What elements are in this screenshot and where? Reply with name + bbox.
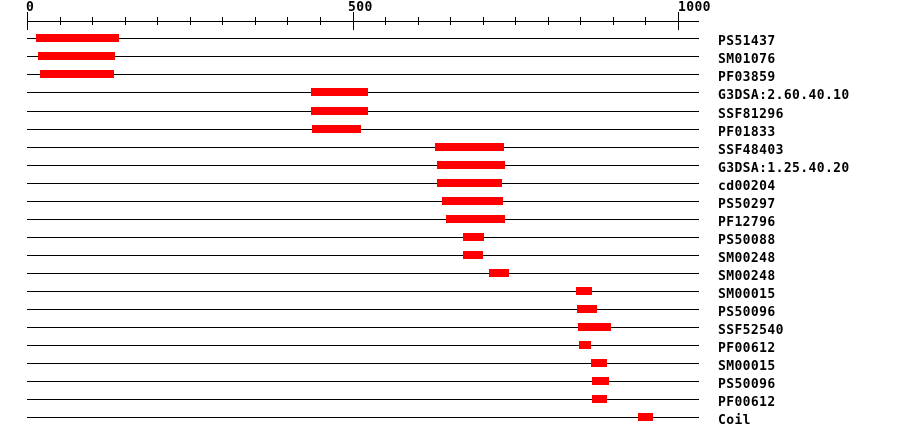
feature-label[interactable]: PF01833 <box>718 125 776 140</box>
feature-label[interactable]: PF12796 <box>718 215 776 230</box>
feature-label[interactable]: SSF52540 <box>718 323 784 338</box>
axis-major-tick <box>678 12 679 30</box>
axis-tick-label: 500 <box>348 0 373 15</box>
feature-label[interactable]: SM00015 <box>718 359 776 374</box>
feature-label[interactable]: SSF48403 <box>718 143 784 158</box>
feature-bar[interactable] <box>592 395 607 403</box>
feature-bar[interactable] <box>578 323 611 331</box>
feature-bar[interactable] <box>36 34 119 42</box>
feature-label[interactable]: PF00612 <box>718 341 776 356</box>
sequence-line <box>27 273 699 274</box>
sequence-line <box>27 201 699 202</box>
feature-label[interactable]: PF03859 <box>718 70 776 85</box>
sequence-line <box>27 38 699 39</box>
feature-label[interactable]: PS50088 <box>718 233 776 248</box>
axis-minor-tick <box>255 17 256 25</box>
sequence-line <box>27 417 699 418</box>
axis-minor-tick <box>515 17 516 25</box>
feature-bar[interactable] <box>312 125 361 133</box>
feature-bar[interactable] <box>442 197 503 205</box>
feature-label[interactable]: PS51437 <box>718 34 776 49</box>
feature-label[interactable]: G3DSA:1.25.40.20 <box>718 161 850 176</box>
axis-minor-tick <box>483 17 484 25</box>
feature-label[interactable]: PS50096 <box>718 305 776 320</box>
feature-label[interactable]: PF00612 <box>718 395 776 410</box>
sequence-line <box>27 291 699 292</box>
sequence-line <box>27 147 699 148</box>
sequence-line <box>27 255 699 256</box>
axis-minor-tick <box>450 17 451 25</box>
axis-tick-label: 1000 <box>678 0 711 15</box>
axis-minor-tick <box>645 17 646 25</box>
sequence-line <box>27 399 699 400</box>
feature-bar[interactable] <box>463 251 483 259</box>
axis-minor-tick <box>418 17 419 25</box>
axis-minor-tick <box>190 17 191 25</box>
sequence-line <box>27 237 699 238</box>
feature-bar[interactable] <box>40 70 114 78</box>
feature-bar[interactable] <box>437 179 502 187</box>
sequence-line <box>27 56 699 57</box>
axis-minor-tick <box>157 17 158 25</box>
sequence-line <box>27 165 699 166</box>
axis-minor-tick <box>580 17 581 25</box>
axis-major-tick <box>27 12 28 30</box>
feature-label[interactable]: G3DSA:2.60.40.10 <box>718 88 850 103</box>
axis-minor-tick <box>287 17 288 25</box>
feature-label[interactable]: Coil <box>718 413 751 428</box>
axis-tick-label: 0 <box>26 0 35 15</box>
axis-minor-tick <box>613 17 614 25</box>
feature-bar[interactable] <box>592 377 609 385</box>
feature-bar[interactable] <box>577 305 597 313</box>
feature-bar[interactable] <box>463 233 484 241</box>
axis-minor-tick <box>320 17 321 25</box>
axis-minor-tick <box>385 17 386 25</box>
sequence-line <box>27 345 699 346</box>
sequence-line <box>27 363 699 364</box>
sequence-line <box>27 183 699 184</box>
feature-label[interactable]: PS50096 <box>718 377 776 392</box>
axis-line <box>27 21 699 22</box>
feature-label[interactable]: SSF81296 <box>718 107 784 122</box>
sequence-line <box>27 74 699 75</box>
feature-label[interactable]: cd00204 <box>718 179 776 194</box>
sequence-line <box>27 309 699 310</box>
axis-minor-tick <box>92 17 93 25</box>
feature-bar[interactable] <box>489 269 509 277</box>
sequence-line <box>27 129 699 130</box>
axis-minor-tick <box>125 17 126 25</box>
feature-bar[interactable] <box>579 341 591 349</box>
feature-bar[interactable] <box>437 161 505 169</box>
feature-bar[interactable] <box>311 107 368 115</box>
axis-major-tick <box>353 12 354 30</box>
feature-bar[interactable] <box>311 88 368 96</box>
feature-label[interactable]: SM00015 <box>718 287 776 302</box>
feature-bar[interactable] <box>638 413 653 421</box>
axis-minor-tick <box>222 17 223 25</box>
axis-minor-tick <box>60 17 61 25</box>
feature-label[interactable]: SM01076 <box>718 52 776 67</box>
sequence-line <box>27 381 699 382</box>
feature-bar[interactable] <box>576 287 592 295</box>
feature-bar[interactable] <box>435 143 504 151</box>
sequence-line <box>27 219 699 220</box>
feature-label[interactable]: SM00248 <box>718 269 776 284</box>
feature-label[interactable]: SM00248 <box>718 251 776 266</box>
feature-bar[interactable] <box>446 215 505 223</box>
axis-minor-tick <box>548 17 549 25</box>
sequence-line <box>27 327 699 328</box>
feature-bar[interactable] <box>591 359 607 367</box>
feature-label[interactable]: PS50297 <box>718 197 776 212</box>
feature-bar[interactable] <box>38 52 115 60</box>
